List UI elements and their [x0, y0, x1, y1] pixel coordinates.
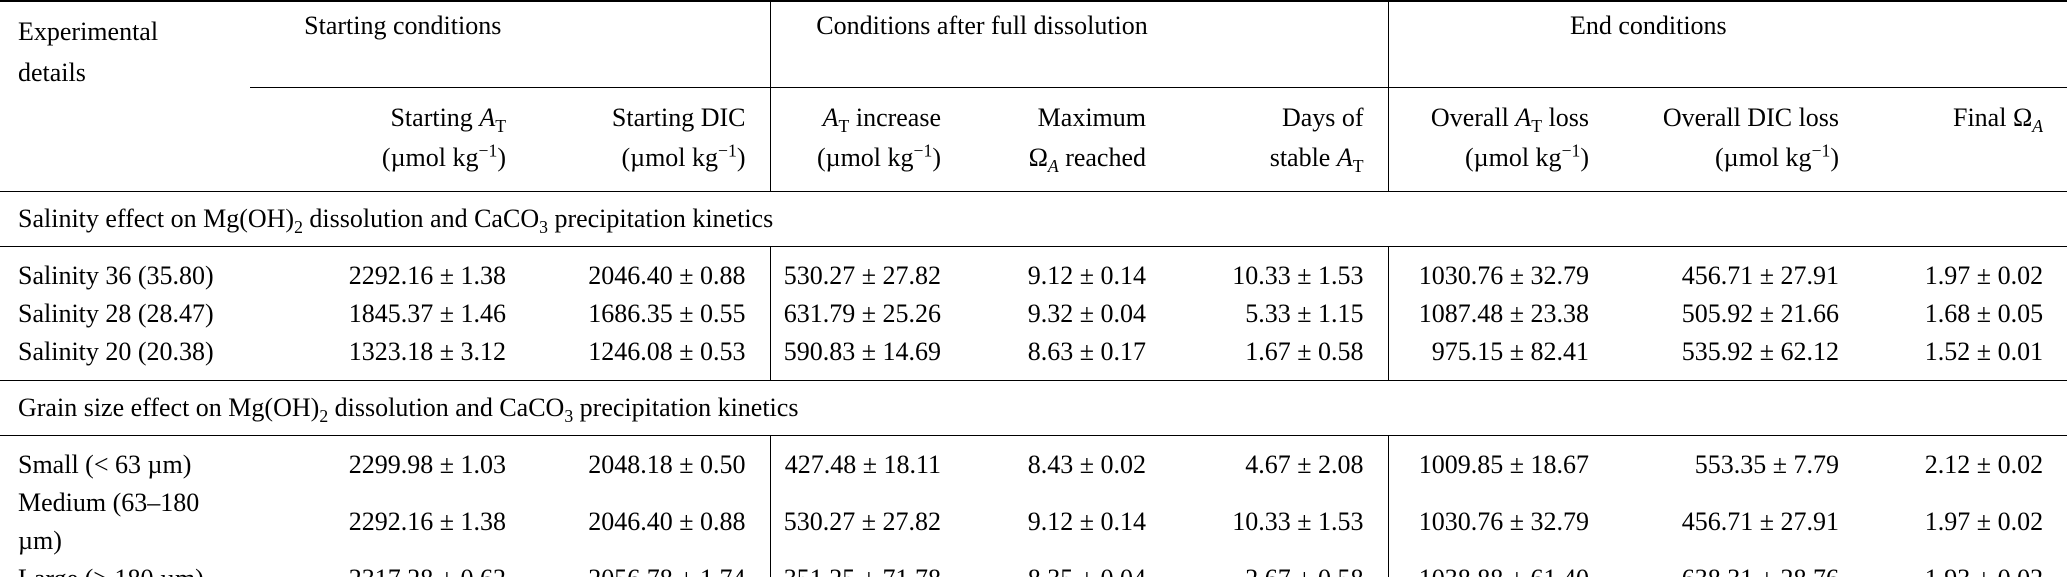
- value-cell: 1038.88 ± 61.40: [1387, 559, 1614, 577]
- row-label: Small (< 63 µm): [18, 449, 192, 479]
- table-row: Salinity 28 (28.47) 1845.37 ± 1.46 1686.35…: [0, 294, 2067, 333]
- value-cell: 1.68 ± 0.05: [1924, 298, 2044, 328]
- value-cell: 8.63 ± 0.17: [1027, 336, 1147, 366]
- value-cell: 456.71 ± 27.91: [1681, 260, 1840, 290]
- value-cell: 9.12 ± 0.14: [1027, 260, 1147, 290]
- value-cell: 631.79 ± 25.26: [769, 294, 966, 333]
- value-cell: 427.48 ± 18.11: [769, 435, 966, 484]
- value-cell: 2317.28 ± 0.62: [250, 560, 530, 577]
- section-title: Salinity effect on Mg(OH)2 dissolution a…: [0, 190, 2067, 247]
- value-cell: 530.27 ± 27.82: [769, 483, 966, 560]
- value-cell: 638.31 ± 28.76: [1613, 560, 1863, 577]
- row-label: Salinity 28 (28.47): [18, 298, 214, 328]
- table-row: Large (> 180 µm)2317.28 ± 0.622056.78 ± …: [0, 559, 2067, 577]
- group-header-after-dissolution: Conditions after full dissolution: [769, 1, 1389, 88]
- value-cell: 9.32 ± 0.04: [1027, 298, 1147, 328]
- value-cell: 1030.76 ± 32.79: [1387, 246, 1614, 295]
- value-cell: 1845.37 ± 1.46: [348, 298, 506, 328]
- column-header-starting-dic: Starting DIC (µmol kg−1): [611, 102, 746, 172]
- value-cell: 9.12 ± 0.14: [1027, 506, 1147, 536]
- value-cell: 975.15 ± 82.41: [1387, 332, 1614, 380]
- value-cell: 2292.16 ± 1.38: [348, 260, 506, 290]
- value-cell: 590.83 ± 14.69: [769, 332, 966, 380]
- table-row: Small (< 63 µm) 2299.98 ± 1.03 2048.18 ± 0…: [0, 435, 2067, 484]
- value-cell: 1.97 ± 0.02: [1924, 506, 2044, 536]
- value-cell: 1686.35 ± 0.55: [588, 298, 746, 328]
- value-cell: 530.27 ± 27.82: [769, 246, 966, 295]
- value-cell: 2.12 ± 0.02: [1924, 449, 2044, 479]
- value-cell: 10.33 ± 1.53: [1232, 260, 1364, 290]
- column-header-starting-at: Starting AT (µmol kg−1): [381, 102, 506, 172]
- table-body: Salinity effect on Mg(OH)2 dissolution a…: [0, 190, 2067, 577]
- value-cell: 456.71 ± 27.91: [1681, 506, 1840, 536]
- value-cell: 2299.98 ± 1.03: [348, 449, 506, 479]
- column-header-row: Starting AT (µmol kg−1) Starting DIC (µm…: [0, 87, 2067, 191]
- row-label: Large (> 180 µm): [0, 560, 250, 577]
- table-row: Medium (63–180 µm) 2292.16 ± 1.38 2046.40 …: [0, 483, 2067, 560]
- value-cell: 2.67 ± 0.58: [1170, 560, 1388, 577]
- value-cell: 1.67 ± 0.58: [1245, 336, 1364, 366]
- group-header-starting-conditions: Starting conditions: [250, 1, 771, 88]
- table-row: Salinity 36 (35.80) 2292.16 ± 1.38 2046.40…: [0, 246, 2067, 295]
- table-row: Salinity 20 (20.38) 1323.18 ± 3.12 1246.08…: [0, 332, 2067, 380]
- section-title: Grain size effect on Mg(OH)2 dissolution…: [0, 379, 2067, 436]
- value-cell: 8.35 ± 0.04: [965, 560, 1170, 577]
- value-cell: 2046.40 ± 0.88: [588, 506, 746, 536]
- column-header-overall-dic-loss: Overall DIC loss (µmol kg−1): [1662, 102, 1840, 172]
- value-cell: 2046.40 ± 0.88: [588, 260, 746, 290]
- row-label: Salinity 20 (20.38): [18, 336, 214, 366]
- row-label: Medium (63–180 µm): [18, 487, 200, 555]
- value-cell: 10.33 ± 1.53: [1232, 506, 1364, 536]
- value-cell: 1.52 ± 0.01: [1924, 336, 2044, 366]
- corner-header-line1: Experimental: [18, 17, 159, 46]
- value-cell: 2292.16 ± 1.38: [348, 506, 506, 536]
- value-cell: 1087.48 ± 23.38: [1387, 294, 1614, 333]
- corner-header: Experimental details: [0, 1, 250, 191]
- column-header-days-stable: Days of stable AT: [1269, 102, 1364, 176]
- value-cell: 2048.18 ± 0.50: [588, 449, 746, 479]
- group-header-row: Experimental details Starting conditions…: [0, 1, 2067, 88]
- value-cell: 1323.18 ± 3.12: [348, 336, 506, 366]
- value-cell: 351.25 ± 71.78: [769, 559, 966, 577]
- corner-header-line2: details: [18, 58, 86, 87]
- value-cell: 1.97 ± 0.02: [1924, 260, 2044, 290]
- column-header-final-omega: Final ΩA: [1953, 102, 2044, 136]
- value-cell: 1.93 ± 0.02: [1863, 560, 2067, 577]
- section-title-row: Salinity effect on Mg(OH)2 dissolution a…: [0, 190, 2067, 247]
- section-title-row: Grain size effect on Mg(OH)2 dissolution…: [0, 379, 2067, 436]
- value-cell: 553.35 ± 7.79: [1694, 449, 1840, 479]
- value-cell: 535.92 ± 62.12: [1681, 336, 1840, 366]
- column-header-at-increase: AT increase (µmol kg−1): [769, 87, 966, 191]
- column-header-maximum-omega: Maximum ΩA reached: [1028, 102, 1147, 176]
- value-cell: 1030.76 ± 32.79: [1387, 483, 1614, 560]
- row-label: Salinity 36 (35.80): [18, 260, 214, 290]
- group-header-end-conditions: End conditions: [1388, 1, 2067, 88]
- value-cell: 5.33 ± 1.15: [1245, 298, 1364, 328]
- value-cell: 1009.85 ± 18.67: [1387, 435, 1614, 484]
- value-cell: 8.43 ± 0.02: [1027, 449, 1147, 479]
- value-cell: 1246.08 ± 0.53: [588, 336, 746, 366]
- value-cell: 2056.78 ± 1.74: [530, 560, 770, 577]
- column-header-overall-at-loss: Overall AT loss (µmol kg−1): [1387, 87, 1614, 191]
- value-cell: 4.67 ± 2.08: [1245, 449, 1364, 479]
- value-cell: 505.92 ± 21.66: [1681, 298, 1840, 328]
